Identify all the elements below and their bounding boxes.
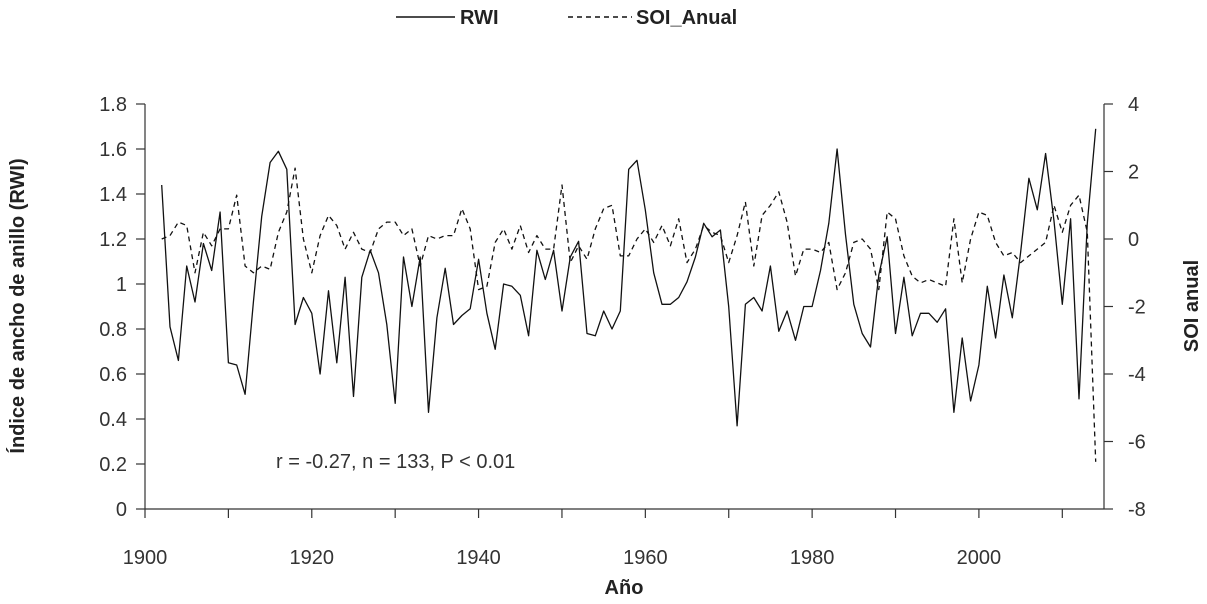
left-tick-label: 1: [116, 274, 127, 296]
left-tick-label: 0: [116, 499, 127, 521]
x-tick-label: 1920: [290, 547, 335, 569]
left-tick-label: 1.2: [99, 229, 127, 251]
right-tick-label: 4: [1128, 94, 1139, 116]
right-tick-label: 2: [1128, 162, 1139, 184]
y2-axis-title: SOI anual: [1181, 260, 1203, 352]
x-tick-label: 1940: [456, 547, 501, 569]
y-axis-title: Índice de ancho de anillo (RWI): [6, 158, 29, 453]
right-tick-label: -4: [1128, 364, 1146, 386]
left-tick-label: 0.2: [99, 454, 127, 476]
series-line-rwi: [161, 128, 1097, 427]
left-tick-label: 0.4: [99, 409, 127, 431]
left-axis-ticks: 0 0.2 0.4 0.6 0.8 1 1.2 1.4 1.6 1.8: [99, 94, 145, 521]
x-axis-ticks: 1900 1920 1940 1960 1980 2000: [123, 509, 1063, 569]
right-tick-label: -6: [1128, 432, 1146, 454]
left-tick-label: 1.6: [99, 139, 127, 161]
legend-label-rwi: RWI: [460, 7, 499, 29]
series-line-soi-anual: [161, 167, 1097, 462]
correlation-annotation: r = -0.27, n = 133, P < 0.01: [276, 451, 515, 473]
right-tick-label: -8: [1128, 499, 1146, 521]
x-tick-label: 2000: [957, 547, 1002, 569]
left-tick-label: 1.4: [99, 184, 127, 206]
right-tick-label: 0: [1128, 229, 1139, 251]
left-tick-label: 0.6: [99, 364, 127, 386]
x-tick-label: 1960: [623, 547, 668, 569]
legend-label-soi: SOI_Anual: [636, 7, 737, 29]
x-tick-label: 1980: [790, 547, 835, 569]
left-tick-label: 1.8: [99, 94, 127, 116]
x-tick-label: 1900: [123, 547, 168, 569]
right-tick-label: -2: [1128, 297, 1146, 319]
series-group: [161, 128, 1097, 462]
legend: RWI SOI_Anual: [396, 7, 737, 29]
left-tick-label: 0.8: [99, 319, 127, 341]
right-axis-ticks: -8 -6 -4 -2 0 2 4: [1104, 94, 1146, 521]
x-axis-title: Año: [605, 577, 644, 599]
